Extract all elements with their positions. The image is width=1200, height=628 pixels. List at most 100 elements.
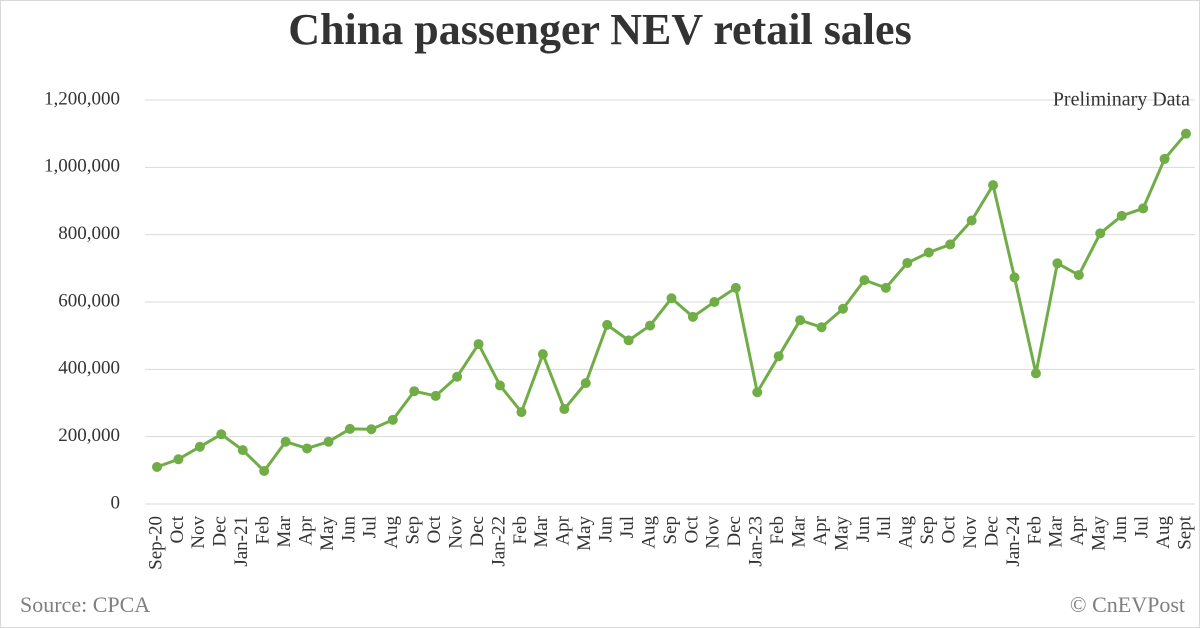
marker — [859, 275, 870, 286]
x-tick-label: Jan-24 — [1003, 516, 1024, 567]
marker — [302, 443, 313, 454]
x-tick-label: Jul — [874, 516, 895, 538]
x-tick-label: Nov — [188, 516, 209, 549]
marker — [495, 380, 505, 391]
y-tick-label: 1,000,000 — [44, 156, 120, 177]
y-tick-label: 200,000 — [58, 425, 120, 446]
marker — [452, 371, 463, 382]
x-tick-label: Jul — [1131, 516, 1152, 538]
x-tick-label: Feb — [253, 516, 274, 545]
marker — [816, 322, 827, 333]
marker — [880, 282, 891, 293]
x-tick-label: Oct — [167, 515, 188, 543]
x-tick-label: Jan-22 — [488, 516, 509, 567]
x-tick-label: Oct — [681, 515, 702, 543]
marker — [602, 319, 613, 330]
x-tick-label: May — [317, 516, 338, 551]
marker — [1073, 270, 1084, 281]
x-tick-label: Sep — [917, 516, 938, 545]
x-tick-label: Sep — [660, 516, 681, 545]
x-tick-label: Oct — [424, 515, 445, 543]
marker — [366, 424, 377, 435]
marker — [1009, 272, 1020, 283]
chart-title: China passenger NEV retail sales — [288, 5, 911, 54]
source: Source: CPCA — [20, 592, 150, 617]
x-tick-label: May — [574, 516, 595, 551]
x-tick-label: Apr — [553, 515, 574, 545]
y-tick-label: 800,000 — [58, 223, 120, 244]
marker — [280, 436, 291, 447]
x-tick-label: Dec — [467, 516, 488, 547]
x-tick-label: Sept — [1174, 515, 1195, 550]
marker — [387, 414, 398, 425]
marker — [237, 445, 248, 456]
marker — [1030, 368, 1041, 379]
y-tick-label: 0 — [111, 492, 121, 513]
marker — [902, 257, 913, 268]
x-tick-label: Aug — [896, 516, 917, 549]
marker — [1159, 153, 1170, 164]
x-tick-label: Feb — [767, 516, 788, 545]
x-tick-label: Jul — [360, 516, 381, 538]
x-tick-label: May — [831, 516, 852, 551]
x-tick-label: Nov — [703, 516, 724, 549]
x-tick-label: Aug — [638, 516, 659, 549]
x-tick-label: Sep-20 — [145, 516, 166, 570]
marker — [537, 349, 548, 360]
marker — [945, 239, 956, 250]
marker — [173, 454, 184, 465]
x-tick-label: Jan-21 — [231, 516, 252, 567]
marker — [216, 429, 227, 440]
marker — [1095, 228, 1106, 239]
x-tick-label: Apr — [295, 515, 316, 545]
x-tick-label: Dec — [981, 516, 1002, 547]
x-tick-label: Oct — [939, 515, 960, 543]
x-tick-label: Dec — [210, 516, 231, 547]
annotation: Preliminary Data — [1053, 89, 1190, 111]
x-tick-label: Jul — [617, 516, 638, 538]
x-tick-label: Sep — [403, 516, 424, 545]
marker — [752, 387, 763, 398]
marker — [430, 390, 441, 401]
marker — [194, 441, 205, 452]
x-tick-label: Jun — [596, 516, 617, 543]
x-tick-label: Apr — [810, 515, 831, 545]
marker — [409, 386, 420, 397]
marker — [795, 315, 806, 326]
marker — [1052, 258, 1063, 269]
marker — [152, 461, 162, 472]
marker — [645, 320, 656, 331]
marker — [344, 423, 355, 434]
y-tick-label: 1,200,000 — [44, 88, 120, 109]
marker — [623, 335, 634, 346]
x-tick-label: Apr — [1067, 515, 1088, 545]
x-tick-label: Mar — [531, 515, 552, 547]
credit: © CnEVPost — [1070, 592, 1185, 617]
x-tick-label: Jun — [338, 516, 359, 543]
x-tick-label: Mar — [788, 515, 809, 547]
x-tick-label: Nov — [445, 516, 466, 549]
x-tick-label: Mar — [274, 515, 295, 547]
x-tick-label: Nov — [960, 516, 981, 549]
marker — [473, 339, 484, 350]
x-tick-label: Feb — [510, 516, 531, 545]
x-tick-label: Dec — [724, 516, 745, 547]
marker — [1116, 210, 1127, 221]
marker — [559, 404, 570, 415]
y-tick-label: 400,000 — [58, 358, 120, 379]
marker — [838, 303, 848, 314]
x-tick-label: Jun — [853, 516, 874, 543]
x-tick-label: Jun — [1110, 516, 1131, 543]
marker — [687, 311, 698, 322]
marker — [580, 378, 591, 389]
marker — [709, 297, 720, 307]
x-tick-label: Aug — [1153, 516, 1174, 549]
marker — [1138, 203, 1149, 214]
marker — [1181, 128, 1191, 139]
x-tick-label: Feb — [1024, 516, 1045, 545]
marker — [666, 293, 677, 304]
y-tick-label: 600,000 — [58, 290, 120, 311]
x-tick-label: Jan-23 — [746, 516, 767, 567]
